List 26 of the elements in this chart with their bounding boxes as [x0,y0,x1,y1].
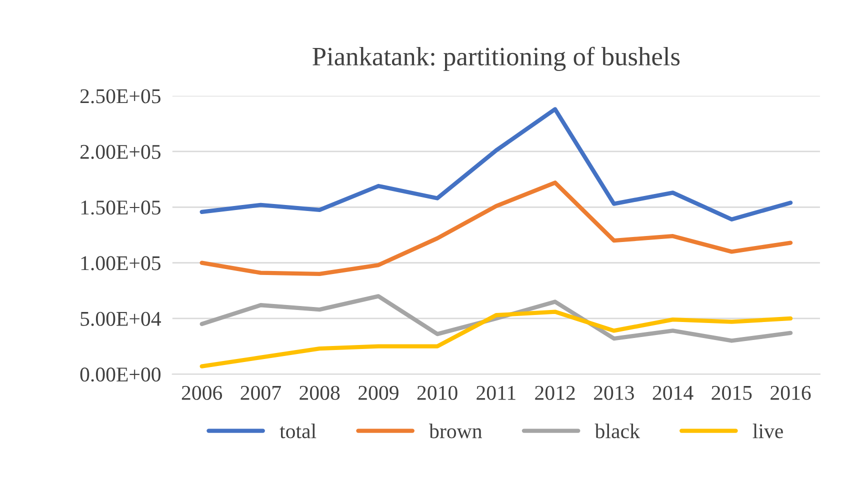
legend-label: black [594,424,640,438]
y-tick-label: 1.50E+05 [81,200,160,215]
x-tick-label: 2007 [240,386,281,400]
y-tick-label: 1.00E+05 [81,256,160,270]
x-tick-label: 2012 [535,386,575,400]
legend-label: live [752,424,783,438]
x-tick-label: 2011 [476,386,516,400]
x-tick-label: 2009 [358,386,398,400]
y-tick-label: 2.00E+05 [80,144,160,160]
line-series [200,294,793,343]
x-tick-label: 2013 [594,386,634,400]
line-series [200,310,793,368]
y-tick-label: 5.00E+04 [80,312,161,326]
line-series [200,180,793,276]
x-tick-label: 2008 [300,386,340,400]
x-tick-label: 2010 [417,386,458,400]
y-tick-label: 2.50E+05 [80,89,160,104]
x-tick-label: 2006 [182,386,222,400]
chart-title: Piankatank: partitioning of bushels [312,46,680,71]
x-tick-label: 2014 [652,386,694,400]
line-series [200,107,793,222]
legend-label: total [280,424,316,438]
x-tick-label: 2015 [712,386,752,400]
x-tick-label: 2016 [770,386,811,400]
legend-label: brown [429,424,482,438]
y-tick-label: 0.00E+00 [80,368,160,382]
